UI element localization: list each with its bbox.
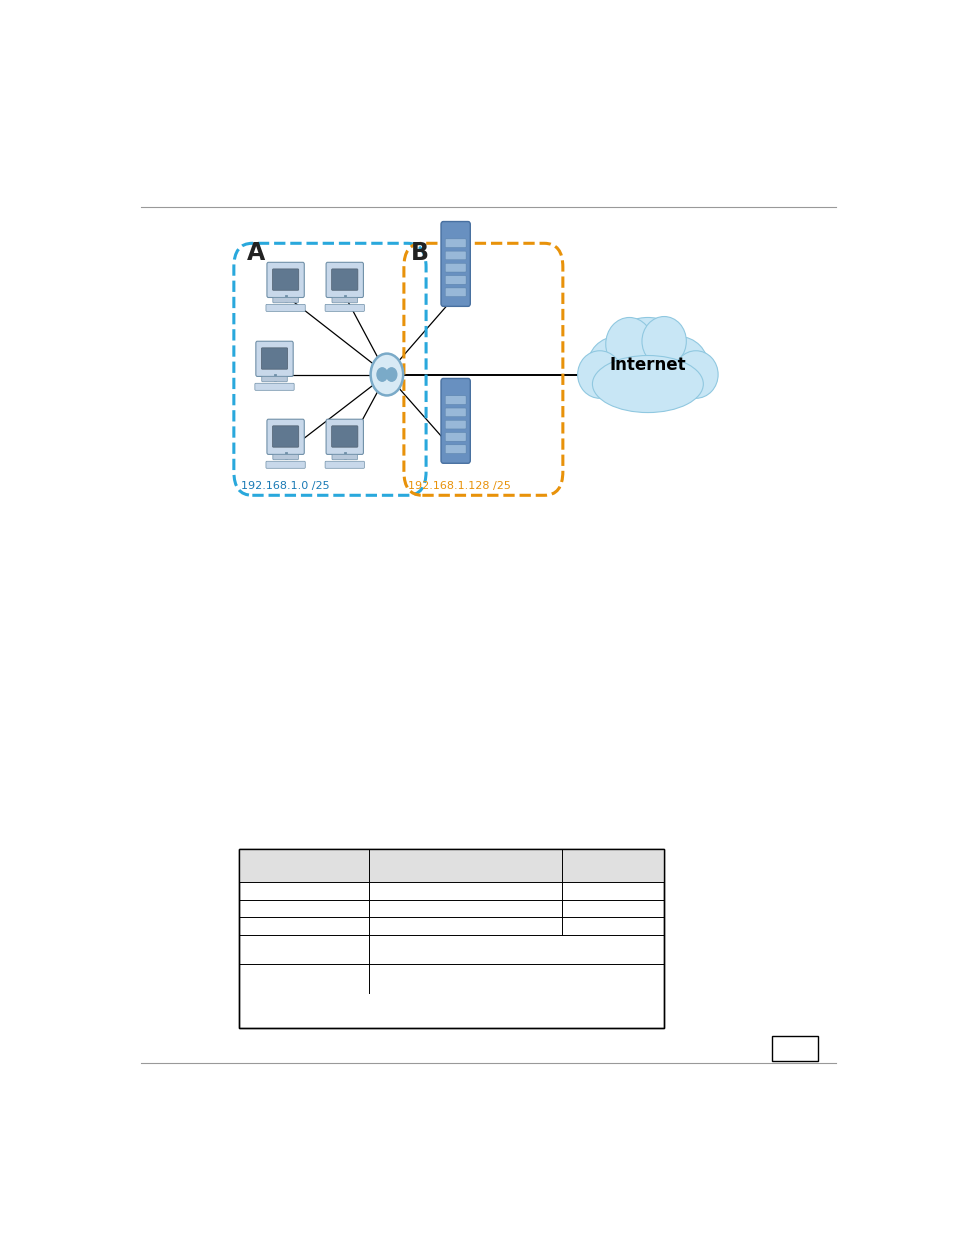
FancyBboxPatch shape [445, 275, 466, 284]
FancyBboxPatch shape [332, 298, 357, 303]
FancyBboxPatch shape [273, 426, 298, 447]
FancyBboxPatch shape [239, 848, 663, 882]
FancyBboxPatch shape [445, 432, 466, 441]
FancyBboxPatch shape [267, 262, 304, 298]
FancyBboxPatch shape [239, 848, 663, 1028]
FancyBboxPatch shape [445, 288, 466, 296]
FancyBboxPatch shape [332, 454, 357, 459]
FancyBboxPatch shape [325, 461, 364, 468]
FancyBboxPatch shape [771, 1036, 817, 1061]
FancyBboxPatch shape [273, 454, 298, 459]
FancyBboxPatch shape [266, 461, 305, 468]
FancyBboxPatch shape [273, 298, 298, 303]
Circle shape [386, 368, 396, 382]
Ellipse shape [604, 317, 690, 398]
FancyBboxPatch shape [267, 419, 304, 454]
FancyBboxPatch shape [445, 420, 466, 429]
FancyBboxPatch shape [332, 426, 357, 447]
Ellipse shape [592, 356, 702, 412]
FancyBboxPatch shape [326, 419, 363, 454]
FancyBboxPatch shape [440, 378, 470, 463]
FancyBboxPatch shape [273, 269, 298, 290]
FancyBboxPatch shape [445, 445, 466, 453]
Ellipse shape [577, 351, 621, 399]
FancyBboxPatch shape [332, 269, 357, 290]
Ellipse shape [641, 316, 685, 366]
FancyBboxPatch shape [254, 383, 294, 390]
FancyBboxPatch shape [325, 304, 364, 311]
Ellipse shape [649, 336, 708, 398]
Ellipse shape [673, 351, 718, 399]
FancyBboxPatch shape [255, 341, 293, 377]
Circle shape [370, 353, 403, 395]
FancyBboxPatch shape [445, 408, 466, 416]
FancyBboxPatch shape [445, 395, 466, 404]
FancyBboxPatch shape [445, 263, 466, 272]
Circle shape [376, 368, 387, 382]
FancyBboxPatch shape [261, 377, 287, 382]
FancyBboxPatch shape [445, 251, 466, 259]
FancyBboxPatch shape [266, 304, 305, 311]
FancyBboxPatch shape [326, 262, 363, 298]
Ellipse shape [587, 336, 646, 398]
Text: A: A [246, 241, 264, 264]
Ellipse shape [605, 317, 653, 370]
FancyBboxPatch shape [445, 238, 466, 247]
Text: 192.168.1.0 /25: 192.168.1.0 /25 [241, 480, 330, 490]
Text: B: B [411, 241, 429, 264]
FancyBboxPatch shape [440, 221, 470, 306]
FancyBboxPatch shape [261, 348, 287, 369]
Text: Internet: Internet [609, 356, 685, 374]
Text: 192.168.1.128 /25: 192.168.1.128 /25 [407, 480, 510, 490]
